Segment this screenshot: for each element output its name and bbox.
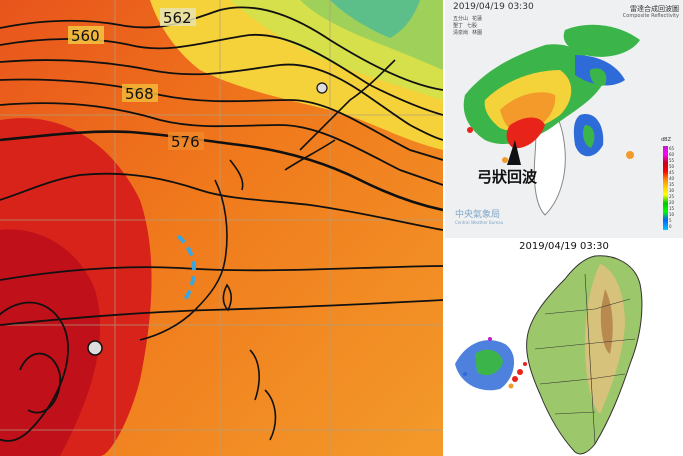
scale-tick: 55 <box>669 158 675 163</box>
station-label: 清泉崗 <box>453 30 469 36</box>
radar-timestamp: 2019/04/19 03:30 <box>453 2 534 12</box>
height-contours <box>0 6 443 442</box>
station-label: 花蓮 <box>472 16 483 22</box>
agency-name-en: Central Weather Bureau <box>455 220 504 225</box>
bow-echo-annotation: 弓狀回波 <box>477 168 538 186</box>
scale-tick: 40 <box>669 176 675 181</box>
contour-label-576: 576 <box>171 133 200 151</box>
bow-echo-arrow <box>507 140 521 165</box>
county-borders <box>534 273 636 445</box>
reflectivity-color-scale: dBZ 65 60 55 50 45 40 35 30 25 20 15 10 … <box>661 137 677 230</box>
scale-tick: 15 <box>669 206 675 211</box>
lightning-strikes <box>455 337 527 391</box>
scale-bar <box>663 146 668 230</box>
scale-tick: 30 <box>669 188 675 193</box>
deep-red-zone <box>0 229 101 456</box>
cool-green-zone <box>330 0 420 38</box>
station-label: 林園 <box>472 30 483 36</box>
scale-ticks: 65 60 55 50 45 40 35 30 25 20 15 10 5 0 <box>669 146 674 230</box>
agency-name-cn: 中央氣象局 <box>455 210 501 220</box>
station-marker <box>87 340 103 356</box>
scale-tick: 20 <box>669 200 675 205</box>
radar-title-en: Composite Reflectivity <box>622 13 679 19</box>
radar-svg <box>445 0 683 238</box>
geopotential-height-map: 562 560 568 576 <box>0 0 443 456</box>
lightning-svg <box>445 254 683 456</box>
radar-title-cn: 雷達合成回波圖 <box>630 5 679 13</box>
lightning-map-panel: 2019/04/19 03:30 <box>445 240 683 456</box>
station-label: 五分山 <box>453 16 469 22</box>
contour-label-568: 568 <box>125 85 154 103</box>
station-label: 墾丁 <box>453 23 464 29</box>
coastlines <box>139 59 396 441</box>
lat-lon-grid <box>0 0 443 456</box>
scale-tick: 0 <box>669 224 672 229</box>
contour-label-560: 560 <box>71 27 100 45</box>
radar-echoes <box>463 24 640 163</box>
scale-unit: dBZ <box>661 137 672 143</box>
contour-label-562: 562 <box>163 9 192 27</box>
scale-tick: 5 <box>669 218 672 223</box>
map-svg: 562 560 568 576 <box>0 0 443 456</box>
scale-tick: 50 <box>669 164 675 169</box>
scale-tick: 45 <box>669 170 675 175</box>
scale-tick: 25 <box>669 194 675 199</box>
scale-tick: 65 <box>669 146 675 151</box>
scale-tick: 35 <box>669 182 675 187</box>
station-legend: 五分山 花蓮 墾丁 七股 清泉崗 林園 <box>453 16 513 37</box>
agency-logo: 中央氣象局 Central Weather Bureau <box>455 207 503 225</box>
station-label: 七股 <box>467 23 478 29</box>
lightning-timestamp: 2019/04/19 03:30 <box>445 240 683 254</box>
bow-echo-marker <box>176 234 196 302</box>
scale-tick: 60 <box>669 152 675 157</box>
scale-tick: 10 <box>669 212 675 217</box>
contour-labels: 562 560 568 576 <box>68 8 204 151</box>
radar-composite-panel: 2019/04/19 03:30 雷達合成回波圖 Composite Refle… <box>445 0 683 238</box>
mountain-peak <box>600 289 613 354</box>
station-marker <box>316 82 328 94</box>
